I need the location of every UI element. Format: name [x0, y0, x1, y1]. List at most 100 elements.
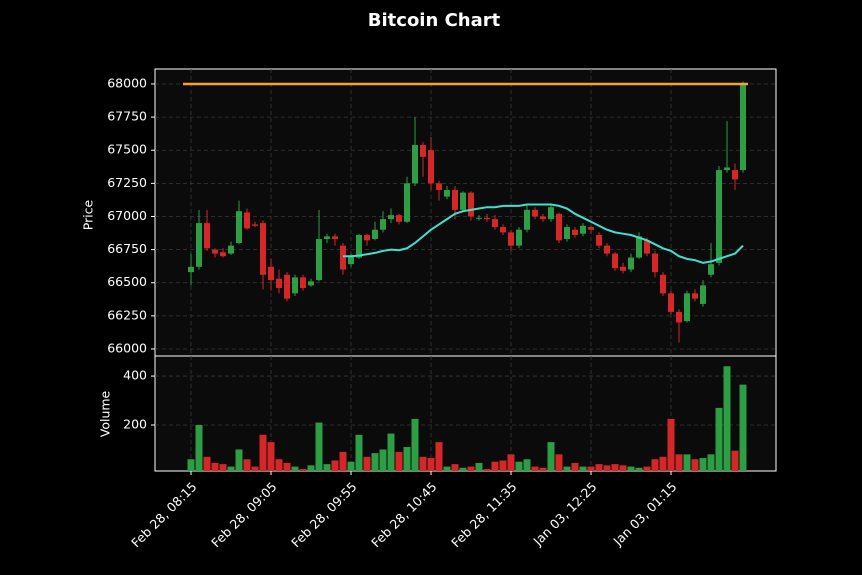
volume-bar	[739, 384, 747, 471]
candle-body	[564, 227, 570, 240]
candle-body	[580, 225, 586, 234]
volume-bar	[395, 451, 403, 471]
candle-body	[660, 274, 666, 294]
volume-bar	[483, 469, 491, 471]
volume-bar	[291, 466, 299, 471]
candle-body	[684, 293, 690, 322]
volume-bar	[187, 459, 195, 471]
candle-body	[244, 212, 250, 229]
candle-body	[228, 245, 234, 254]
volume-tick-label: 200	[123, 417, 147, 432]
candle-body	[276, 278, 282, 289]
volume-bar	[627, 466, 635, 471]
candle-body	[620, 266, 626, 271]
volume-bar	[595, 464, 603, 471]
volume-bar	[435, 442, 443, 471]
volume-tick-label: 400	[123, 368, 147, 383]
volume-bar	[587, 466, 595, 471]
volume-bar	[219, 464, 227, 471]
candle-body	[316, 239, 322, 281]
y-tick-label: 66500	[107, 274, 147, 289]
volume-bar	[443, 466, 451, 471]
volume-bar	[363, 456, 371, 471]
candle-body	[596, 235, 602, 246]
candle-body	[724, 167, 730, 171]
volume-bar	[227, 466, 235, 471]
volume-bar	[555, 454, 563, 471]
volume-bar	[243, 459, 251, 471]
volume-bar	[707, 454, 715, 471]
candle-body	[308, 281, 314, 286]
volume-bar	[387, 433, 395, 471]
candle-body	[532, 209, 538, 217]
volume-bar	[723, 366, 731, 471]
candle-body	[300, 277, 306, 289]
volume-bar	[515, 461, 523, 471]
volume-bar	[611, 464, 619, 471]
candle-body	[332, 236, 338, 240]
volume-bar	[651, 459, 659, 471]
candle-body	[676, 311, 682, 323]
candle-body	[340, 245, 346, 270]
volume-bar	[579, 466, 587, 471]
candle-body	[324, 236, 330, 240]
candle-body	[732, 170, 738, 180]
volume-bar	[251, 466, 259, 471]
volume-bar	[203, 456, 211, 471]
candle-body	[588, 227, 594, 230]
volume-bar	[563, 466, 571, 471]
candle-body	[500, 227, 506, 233]
volume-bar	[235, 449, 243, 471]
candle-body	[260, 223, 266, 275]
volume-bar	[571, 462, 579, 471]
candle-body	[196, 223, 202, 267]
candle-body	[460, 192, 466, 210]
volume-bar	[371, 453, 379, 471]
candle-body	[516, 229, 522, 246]
candle-body	[188, 266, 194, 273]
volume-bar	[683, 454, 691, 471]
volume-bar	[531, 466, 539, 471]
candle-body	[212, 249, 218, 254]
candle-body	[396, 215, 402, 222]
volume-bar	[475, 462, 483, 471]
y-axis-label: Price	[81, 199, 96, 230]
candle-body	[548, 207, 554, 220]
y-tick-label: 68000	[107, 75, 147, 90]
volume-bar	[635, 467, 643, 471]
volume-bar	[459, 467, 467, 471]
candle-body	[508, 232, 514, 246]
candle-body	[428, 150, 434, 184]
candle-body	[476, 217, 482, 219]
chart-title: Bitcoin Chart	[368, 10, 501, 31]
candle-body	[572, 229, 578, 236]
y-tick-label: 66250	[107, 307, 147, 322]
candle-body	[236, 211, 242, 243]
candle-body	[740, 83, 746, 171]
volume-bar	[307, 465, 315, 471]
volume-bar	[603, 465, 611, 471]
y-tick-label: 66750	[107, 241, 147, 256]
candle-body	[404, 183, 410, 222]
candle-body	[668, 293, 674, 312]
volume-bar	[523, 459, 531, 471]
volume-bar	[315, 422, 323, 471]
candle-body	[372, 229, 378, 240]
volume-bar	[675, 454, 683, 471]
candle-body	[268, 266, 274, 281]
candle-body	[444, 189, 450, 197]
volume-bar	[667, 418, 675, 471]
candle-body	[348, 256, 354, 265]
candle-body	[284, 274, 290, 299]
y-tick-label: 67000	[107, 208, 147, 223]
volume-bar	[347, 461, 355, 471]
volume-bar	[507, 454, 515, 471]
candle-body	[636, 236, 642, 258]
volume-bar	[283, 462, 291, 471]
y-tick-label: 67750	[107, 109, 147, 124]
candle-body	[700, 285, 706, 304]
candle-body	[220, 252, 226, 257]
candle-body	[204, 223, 210, 249]
candle-body	[380, 219, 386, 230]
volume-bar	[427, 458, 435, 471]
